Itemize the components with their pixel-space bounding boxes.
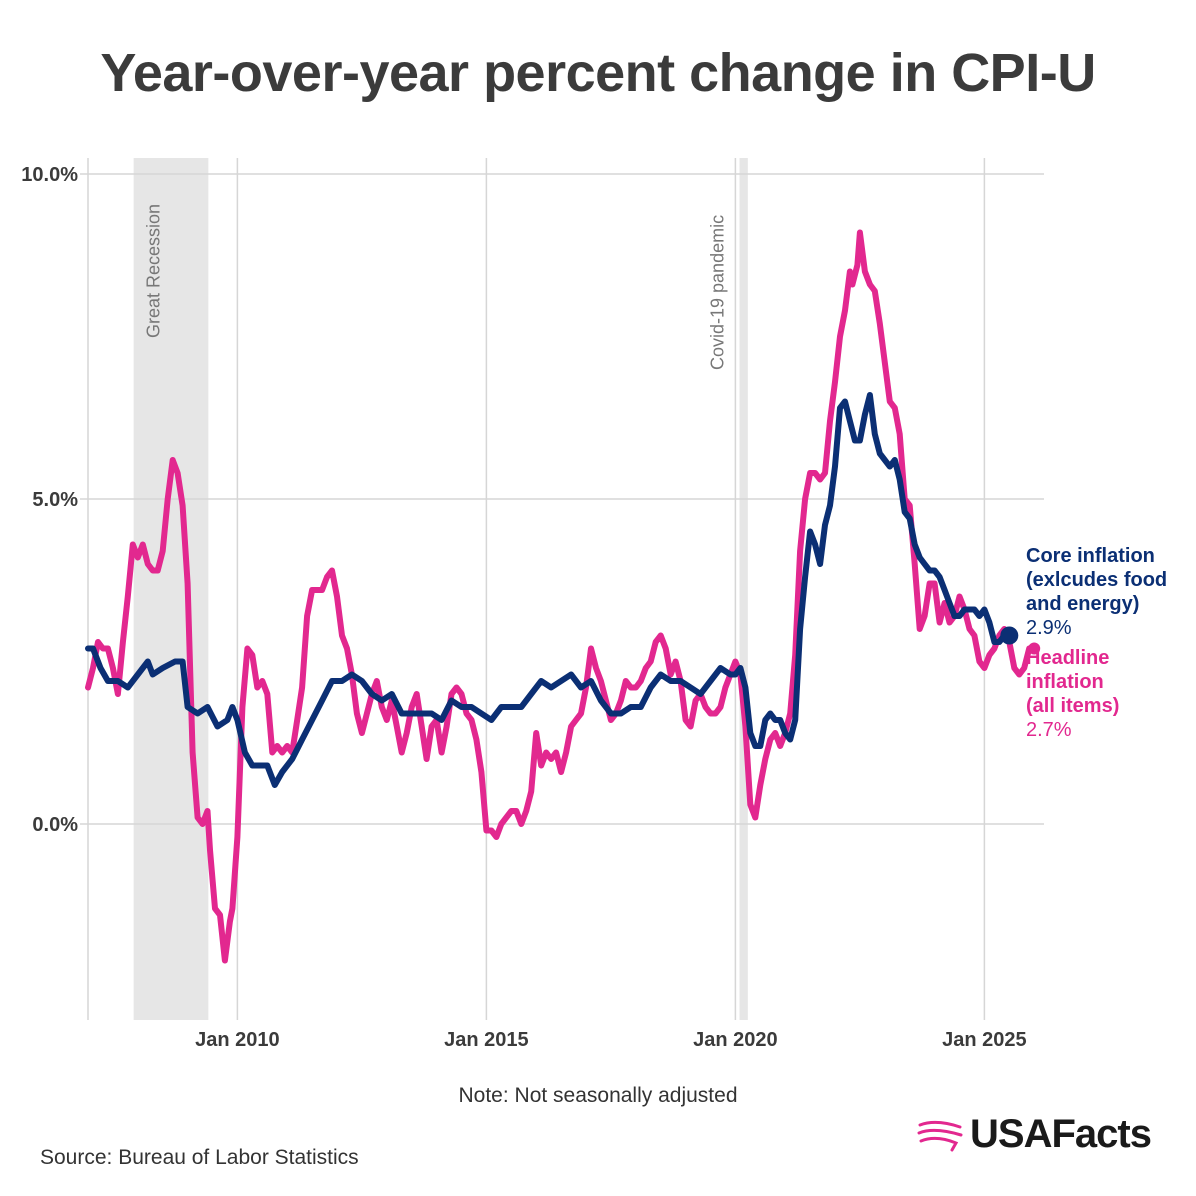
pandemic-label: Covid-19 pandemic	[708, 215, 728, 370]
x-tick-label: Jan 2020	[693, 1029, 778, 1051]
headline-inflation-line	[85, 229, 1038, 964]
pandemic-shade	[739, 158, 748, 1020]
core-value-label: 2.9%	[1026, 617, 1072, 639]
source-credit: Source: Bureau of Labor Statistics	[40, 1146, 359, 1169]
y-tick-label: 0.0%	[32, 814, 78, 836]
headline-value-label: 2.7%	[1026, 719, 1072, 741]
headline-legend-label: Headline	[1026, 647, 1109, 669]
headline-end-dot	[1028, 642, 1041, 655]
core-end-dot	[1000, 626, 1019, 645]
logo-text: USAFacts	[970, 1112, 1152, 1156]
recession-label: Great Recession	[144, 204, 164, 338]
x-tick-label: Jan 2010	[195, 1029, 280, 1051]
core-legend-label: Core inflation	[1026, 545, 1155, 567]
y-tick-label: 5.0%	[32, 489, 78, 511]
chart-note: Note: Not seasonally adjusted	[458, 1084, 738, 1107]
x-tick-label: Jan 2025	[942, 1029, 1027, 1051]
usafacts-logo: USAFacts	[916, 1112, 1152, 1157]
recession-shade	[133, 158, 209, 1020]
y-tick-label: 10.0%	[21, 164, 78, 186]
chart-title: Year-over-year percent change in CPI-U	[100, 43, 1096, 103]
x-tick-label: Jan 2015	[444, 1029, 529, 1051]
headline-legend-label: inflation	[1026, 671, 1104, 693]
core-legend-label: (exlcudes food	[1026, 569, 1167, 591]
usa-map-icon	[917, 1120, 963, 1151]
headline-legend-label: (all items)	[1026, 695, 1119, 717]
core-inflation-line	[85, 392, 1013, 788]
core-legend-label: and energy)	[1026, 593, 1139, 615]
